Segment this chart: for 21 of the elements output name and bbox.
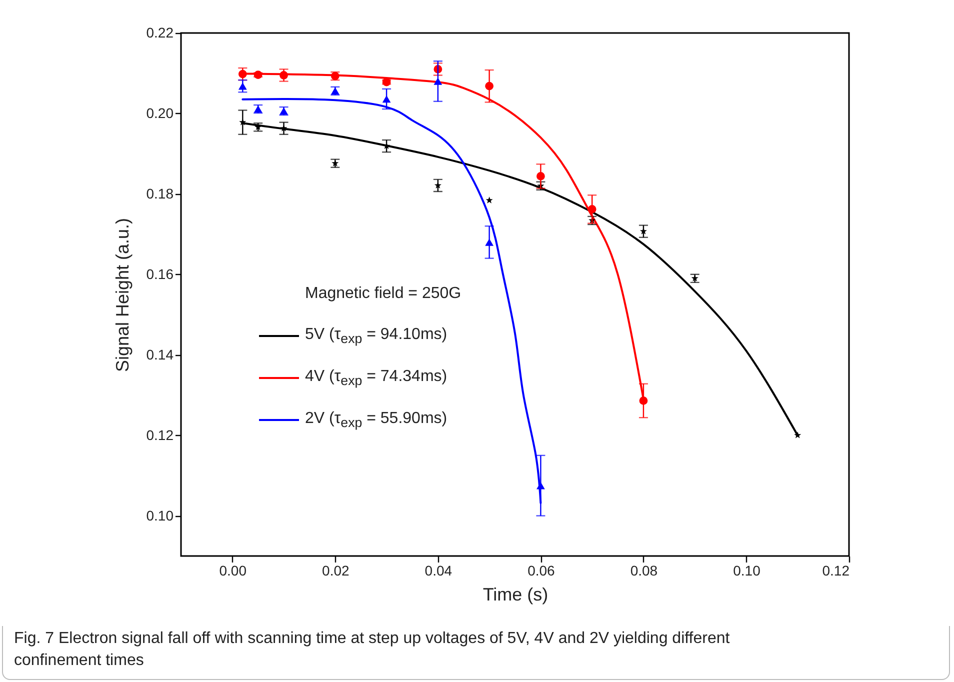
caption: Fig. 7 Electron signal fall off with scanning time at step up voltages of 5V, 4V and 2V yielding different confinement times	[14, 629, 731, 671]
y-axis-title: Signal Height (a.u.)	[112, 218, 132, 372]
x-tick-label: 0.06	[528, 562, 556, 578]
x-tick-label: 0.08	[630, 562, 658, 578]
y-tick-label: 0.16	[146, 266, 174, 282]
x-tick-label: 0.00	[219, 562, 247, 578]
x-axis-title: Time (s)	[482, 584, 548, 604]
x-tick-label: 0.12	[822, 562, 850, 578]
y-tick-label: 0.10	[146, 507, 174, 524]
y-tick-label: 0.18	[146, 185, 174, 202]
x-tick-label: 0.10	[733, 562, 761, 578]
y-tick-label: 0.20	[146, 104, 174, 121]
y-tick-label: 0.12	[146, 426, 174, 443]
x-tick-label: 0.02	[322, 562, 350, 578]
legend-title: Magnetic field = 250G	[305, 285, 462, 303]
legend-label: 4V (τ$_{exp}$ = 74.34ms)	[305, 368, 448, 388]
y-tick-label: 0.14	[146, 346, 174, 362]
x-tick-label: 0.04	[424, 562, 452, 578]
legend-label: 2V (τ$_{exp}$ = 55.90ms)	[305, 410, 448, 430]
y-tick-label: 0.22	[146, 24, 174, 40]
legend-label: 5V (τ$_{exp}$ = 94.10ms)	[305, 326, 448, 346]
